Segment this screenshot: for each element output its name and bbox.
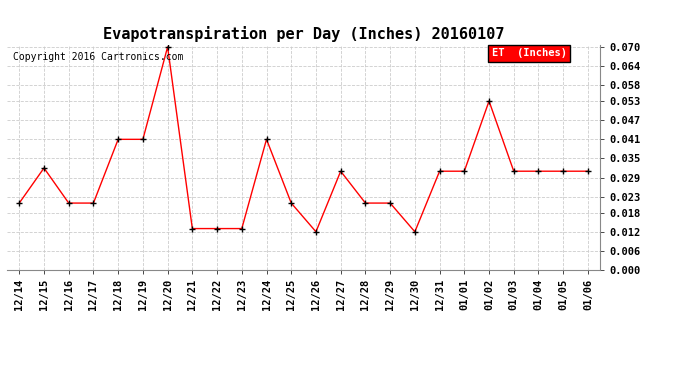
Text: Copyright 2016 Cartronics.com: Copyright 2016 Cartronics.com — [13, 52, 184, 62]
Text: ET  (Inches): ET (Inches) — [491, 48, 566, 58]
Title: Evapotranspiration per Day (Inches) 20160107: Evapotranspiration per Day (Inches) 2016… — [103, 27, 504, 42]
